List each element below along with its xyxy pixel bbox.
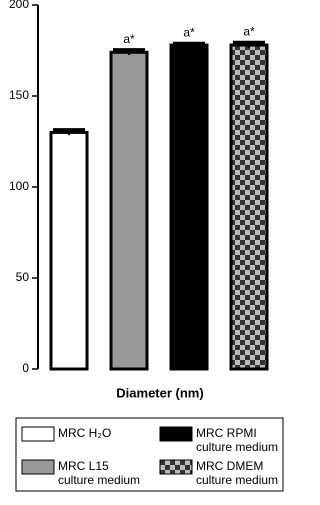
legend-swatch bbox=[159, 426, 193, 442]
legend-label: MRC DMEM bbox=[196, 459, 263, 473]
legend-label: MRC RPMI bbox=[196, 426, 257, 440]
legend-label: culture medium bbox=[196, 473, 278, 487]
y-tick-label: 200 bbox=[9, 0, 29, 11]
annotation: a* bbox=[183, 25, 195, 39]
bar bbox=[109, 50, 149, 371]
y-tick-label: 150 bbox=[9, 88, 29, 102]
y-tick-label: 0 bbox=[22, 361, 29, 375]
legend-swatch bbox=[21, 459, 55, 475]
y-tick-label: 100 bbox=[9, 179, 29, 193]
y-tick-label: 50 bbox=[16, 270, 30, 284]
legend-label: MRC H₂O bbox=[58, 426, 111, 440]
legend-label: MRC L15 bbox=[58, 459, 109, 473]
legend-label: culture medium bbox=[58, 473, 140, 487]
chart: Diameter (nm) 0 50 100 150 200 MRC H₂O a* MRC L… bbox=[9, 0, 284, 492]
legend-swatch bbox=[21, 426, 55, 442]
annotation: a* bbox=[243, 24, 255, 38]
legend-label: culture medium bbox=[196, 440, 278, 454]
bar bbox=[169, 43, 209, 371]
legend-box bbox=[15, 417, 284, 492]
x-axis-label: Diameter (nm) bbox=[116, 385, 203, 400]
legend-swatch bbox=[159, 459, 193, 475]
bar bbox=[229, 43, 269, 371]
annotation: a* bbox=[123, 32, 135, 46]
bar bbox=[49, 130, 89, 371]
